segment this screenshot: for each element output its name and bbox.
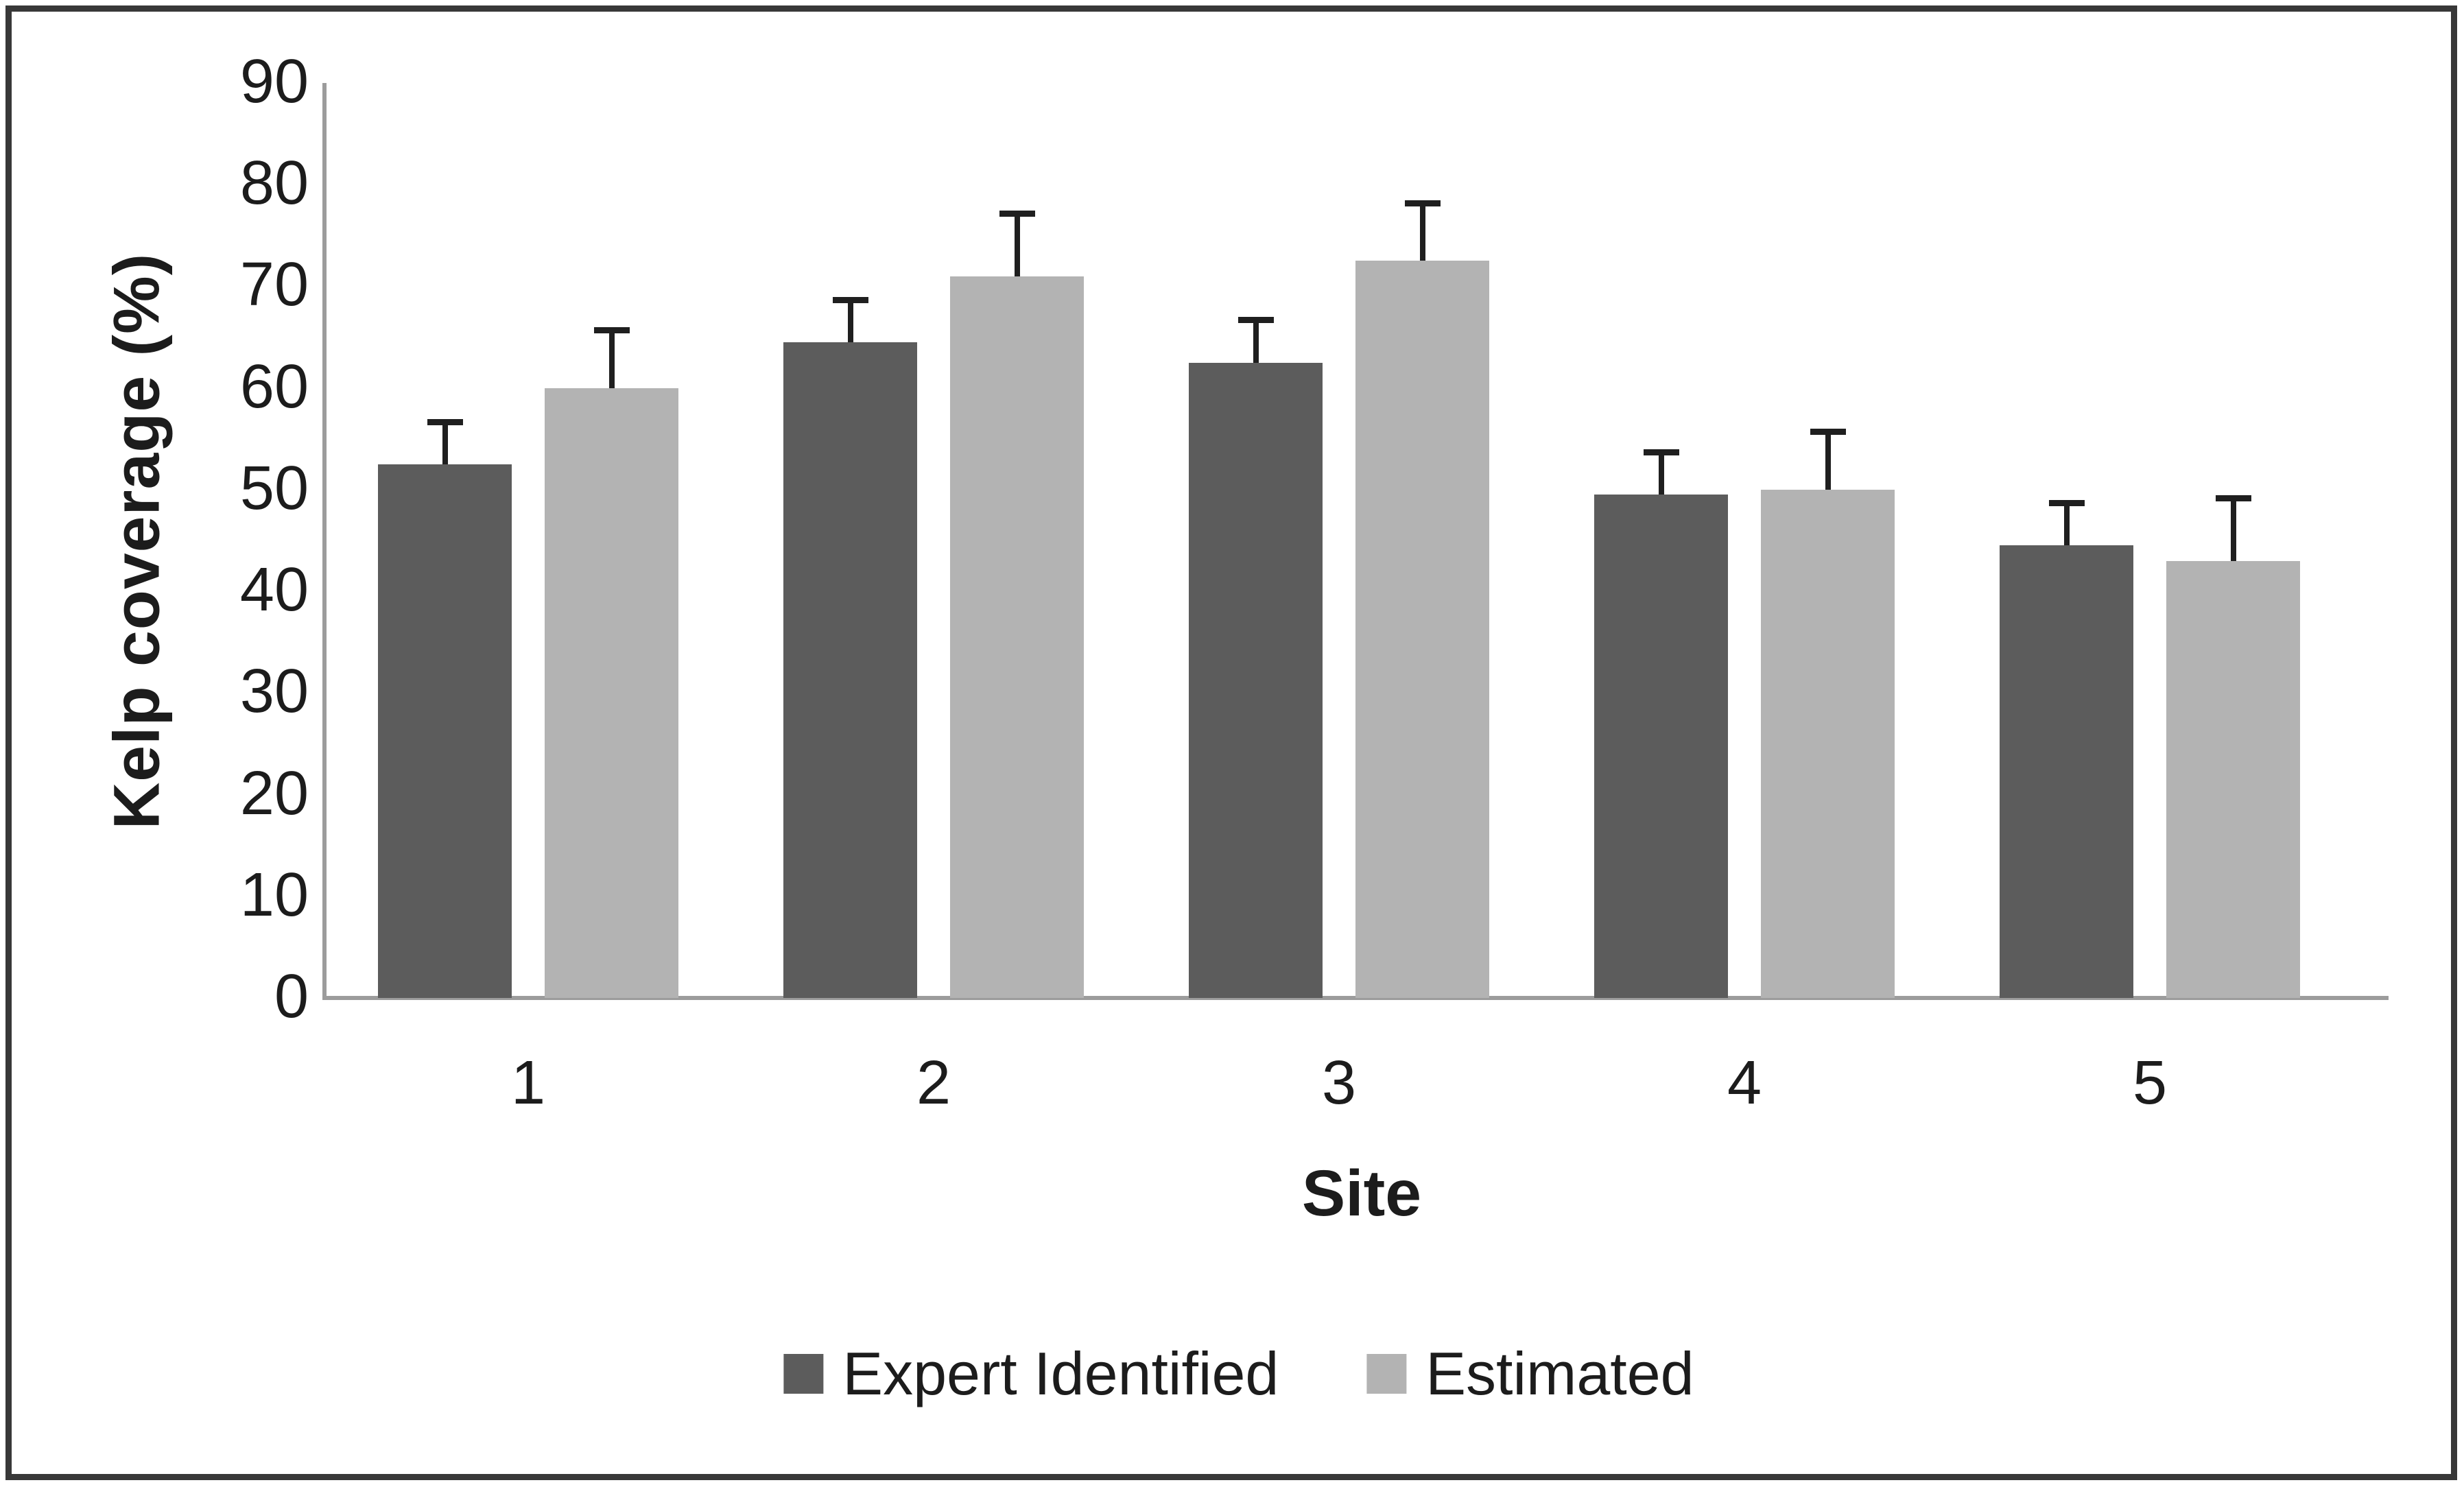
legend-item-estimated: Estimated	[1366, 1344, 1694, 1404]
y-tick-label-10: 10	[239, 860, 309, 929]
legend-swatch-expert-identified	[783, 1354, 824, 1394]
y-tick-label-50: 50	[239, 454, 309, 523]
x-axis-title: Site	[1301, 1157, 1422, 1230]
x-axis-line	[322, 996, 2389, 1000]
bar-site-5-expert-identified	[2000, 500, 2133, 998]
error-bar-line	[2063, 505, 2070, 546]
error-bar-line	[442, 423, 448, 464]
x-tick-label-5: 5	[2132, 1049, 2168, 1117]
error-bar-cap	[832, 296, 868, 303]
error-bar-line	[608, 332, 615, 388]
error-bar-cap	[593, 327, 630, 334]
error-bar-line	[1253, 322, 1259, 363]
legend: Expert Identified Estimated	[783, 1336, 1694, 1412]
error-bar-line	[1658, 454, 1664, 495]
error-bar-cap	[2215, 495, 2251, 501]
error-bar-cap	[1404, 200, 1441, 206]
error-bar-line	[1419, 204, 1425, 261]
legend-swatch-estimated	[1366, 1354, 1407, 1394]
y-tick-label-70: 70	[239, 250, 309, 320]
error-bar-line	[2230, 499, 2236, 561]
x-tick-label-2: 2	[916, 1049, 951, 1117]
error-bar-cap	[1237, 317, 1274, 324]
bar-site-4-expert-identified	[1594, 449, 1728, 998]
error-bar-line	[1825, 433, 1831, 490]
y-tick-label-0: 0	[274, 962, 309, 1032]
legend-item-expert-identified: Expert Identified	[783, 1344, 1279, 1404]
bar-site-2-estimated	[950, 210, 1084, 998]
bar-site-3-expert-identified	[1189, 317, 1323, 998]
bar-site-1-estimated	[545, 327, 678, 998]
error-bar-line	[847, 301, 853, 342]
error-bar-line	[1014, 215, 1020, 276]
x-tick-label-4: 4	[1727, 1049, 1762, 1117]
figure-border	[5, 5, 2457, 1480]
error-bar-cap	[427, 418, 463, 425]
bar-site-4-estimated	[1761, 429, 1895, 998]
y-tick-label-20: 20	[239, 759, 309, 828]
y-axis-title: Kelp coverage (%)	[100, 252, 174, 830]
bar-site-3-estimated	[1355, 200, 1489, 998]
x-tick-label-3: 3	[1321, 1049, 1357, 1117]
bar-site-1-expert-identified	[378, 418, 512, 998]
error-bar-cap	[1643, 449, 1679, 456]
y-tick-label-90: 90	[239, 47, 309, 117]
error-bar-cap	[999, 210, 1035, 217]
bar-site-5-estimated	[2166, 495, 2300, 998]
y-axis-line	[322, 83, 327, 1000]
y-tick-label-60: 60	[239, 352, 309, 421]
y-tick-label-40: 40	[239, 556, 309, 625]
y-tick-label-30: 30	[239, 657, 309, 726]
error-bar-cap	[2048, 500, 2085, 507]
y-tick-label-80: 80	[239, 149, 309, 218]
x-tick-label-1: 1	[510, 1049, 546, 1117]
legend-label-estimated: Estimated	[1425, 1340, 1694, 1407]
legend-label-expert-identified: Expert Identified	[842, 1340, 1279, 1407]
bar-site-2-expert-identified	[783, 296, 917, 998]
error-bar-cap	[1810, 429, 1846, 436]
